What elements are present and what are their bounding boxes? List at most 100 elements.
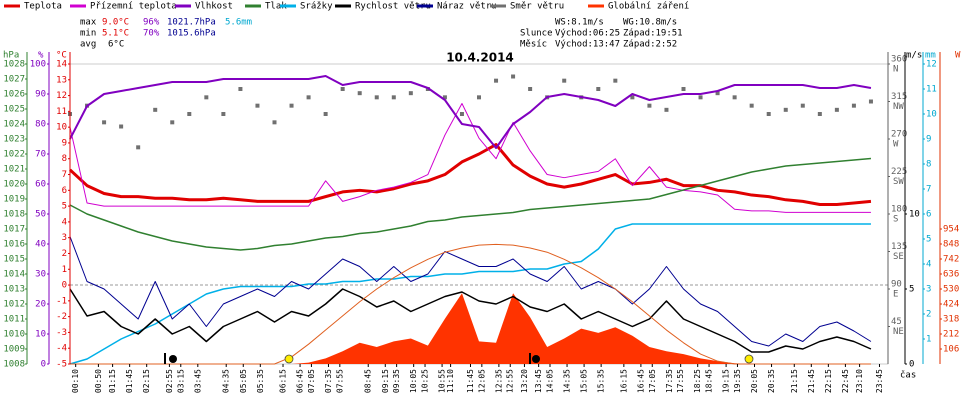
- series-line: [68, 143, 872, 207]
- y-tick-label: 70: [35, 150, 46, 160]
- y-tick-label: 1012: [3, 300, 25, 310]
- x-tick-label: 13:20: [520, 369, 529, 393]
- y-tick-label: 1026: [3, 90, 25, 100]
- direction-point: [664, 107, 669, 112]
- direction-point: [749, 103, 754, 108]
- y-tick-label: 225: [891, 167, 907, 177]
- y-tick-label: 9: [926, 135, 931, 145]
- y-tick-label: 5: [909, 285, 914, 295]
- legend-label: Globální záření: [608, 2, 689, 12]
- x-tick-label: 04:35: [222, 369, 231, 393]
- x-tick-label: 23:45: [875, 369, 884, 393]
- y-tick-label: 10: [56, 123, 67, 133]
- y-tick-label: 7: [62, 170, 67, 180]
- direction-point: [340, 87, 345, 91]
- direction-point: [647, 103, 652, 108]
- y-tick-label: 1021: [3, 165, 25, 175]
- x-tick-label: 00:50: [94, 369, 103, 393]
- y-tick-label: -3: [56, 328, 67, 338]
- direction-point: [613, 78, 618, 83]
- direction-point: [170, 120, 175, 125]
- y-tick-label: 1009: [3, 345, 25, 355]
- x-tick-label: 09:35: [392, 369, 401, 393]
- y-tick-label: 135: [891, 242, 907, 252]
- y-tick-label: 1: [62, 265, 67, 275]
- direction-point: [562, 78, 567, 83]
- x-tick-label: 14:35: [563, 369, 572, 393]
- moonset-dot: [169, 355, 177, 363]
- x-tick-label: 22:45: [841, 369, 850, 393]
- y-tick-label: 50: [35, 210, 46, 220]
- direction-point: [783, 107, 788, 112]
- info-text: WG:10.8m/s: [623, 18, 677, 28]
- direction-point: [715, 91, 720, 96]
- stats: max 9.0°C 96% 1021.7hPa 5.6mm min 5.1°C …: [80, 18, 252, 50]
- y-tick-label: 40: [35, 240, 46, 250]
- plot-area: [69, 63, 889, 365]
- stat-label: min: [80, 29, 96, 39]
- x-tick-label: 20:05: [750, 369, 759, 393]
- y-tick-label: 80: [35, 120, 46, 130]
- y-tick-label: 636: [943, 270, 959, 280]
- y-tick-label: 212: [943, 330, 959, 340]
- stat-label: max: [80, 18, 97, 28]
- direction-point: [357, 91, 362, 96]
- y-tick-label: 1017: [3, 225, 25, 235]
- y-tick-label: -1: [56, 296, 67, 306]
- x-tick-label: 01:45: [125, 369, 134, 393]
- y-tick-label: N: [893, 65, 898, 75]
- y-tick-label: 954: [943, 225, 959, 235]
- x-tick-label: 07:05: [307, 369, 316, 393]
- direction-point: [306, 95, 311, 100]
- series-line: [69, 102, 871, 213]
- x-tick-label: 23:10: [855, 369, 864, 393]
- y-tick-label: 12: [926, 60, 937, 70]
- direction-point: [528, 87, 533, 91]
- y-tick-label: SW: [893, 177, 904, 187]
- y-tick-label: 1022: [3, 150, 25, 160]
- stat: 1021.7hPa: [167, 18, 216, 28]
- y-tick-label: 1025: [3, 105, 25, 115]
- direction-point: [817, 112, 822, 116]
- y-tick-label: 20: [35, 300, 46, 310]
- y-tick-label: 1024: [3, 120, 25, 130]
- x-tick-label: 10:55: [438, 369, 447, 393]
- x-tick-label: 13:45: [534, 369, 543, 393]
- legend-label: Vlhkost: [195, 2, 233, 12]
- x-tick-label: 11:10: [446, 369, 455, 393]
- x-tick-label: 19:35: [733, 369, 742, 393]
- legend-label: Teplota: [24, 2, 62, 12]
- y-tick-label: 1: [926, 335, 931, 345]
- axis-unit: m/s: [906, 51, 922, 61]
- y-tick-label: 1020: [3, 180, 25, 190]
- x-tick-label: 18:45: [705, 369, 714, 393]
- x-tick-label: 17:55: [676, 369, 685, 393]
- stat: 5.1°C: [102, 29, 129, 39]
- y-tick-label: 2: [62, 249, 67, 259]
- direction-point: [766, 112, 771, 116]
- direction-point: [442, 95, 447, 100]
- x-tick-label: 22:15: [824, 369, 833, 393]
- y-tick-label: 0: [41, 360, 46, 370]
- y-tick-label: 1028: [3, 60, 25, 70]
- axis-unit: W: [955, 51, 961, 61]
- y-tick-label: 0: [62, 281, 67, 291]
- y-tick-label: 270: [891, 130, 907, 140]
- y-tick-label: E: [893, 290, 898, 300]
- stat: 6°C: [108, 40, 124, 50]
- direction-point: [732, 95, 737, 100]
- direction-point: [800, 103, 805, 108]
- y-tick-label: 10: [926, 110, 937, 120]
- direction-point: [698, 95, 703, 100]
- radiation-area: [70, 293, 871, 364]
- x-tick-label: 06:45: [296, 369, 305, 393]
- info-text: Východ:06:25: [555, 29, 620, 39]
- sunset-dot: [744, 354, 754, 364]
- direction-point: [477, 95, 481, 100]
- axis-unit: °C: [56, 51, 67, 61]
- direction-point: [136, 145, 141, 150]
- y-tick-label: 1023: [3, 135, 25, 145]
- x-tick-label: 07:55: [335, 369, 344, 393]
- y-tick-label: 7: [926, 185, 931, 195]
- x-tick-label: 18:25: [693, 369, 702, 393]
